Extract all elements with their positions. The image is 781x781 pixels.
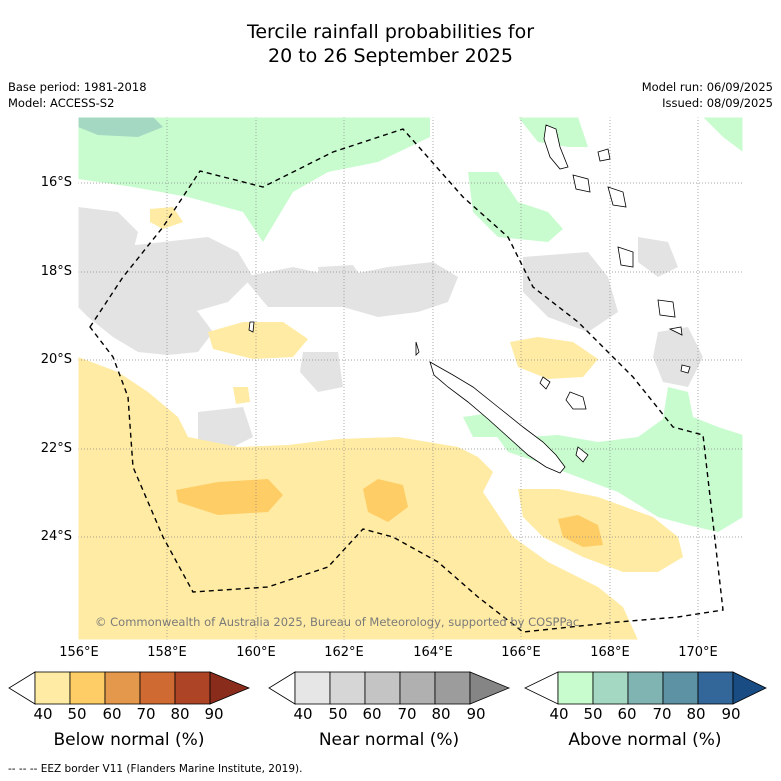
coastlines <box>248 124 691 474</box>
lon-label-164e: 164°E <box>413 645 453 660</box>
near-tick-60: 60 <box>362 705 382 723</box>
lon-label-168e: 168°E <box>590 645 630 660</box>
copyright-credit: © Commonwealth of Australia 2025, Bureau… <box>95 615 579 629</box>
below-normal-60-regions <box>176 479 603 547</box>
near-tick-70: 70 <box>397 705 417 723</box>
map-title-line1: Tercile rainfall probabilities for <box>246 21 535 43</box>
below-tick-50: 50 <box>67 705 87 723</box>
rainfall-probability-map: © Commonwealth of Australia 2025, Bureau… <box>78 117 743 640</box>
above-tick-70: 70 <box>652 705 672 723</box>
near-tick-90: 90 <box>466 705 486 723</box>
issued-date: Issued: 08/09/2025 <box>662 96 773 110</box>
above-normal-regions <box>78 117 743 640</box>
eez-footer-note: -- -- -- EEZ border V11 (Flanders Marine… <box>8 763 303 775</box>
below-tick-90: 90 <box>204 705 224 723</box>
lat-label-18s: 18°S <box>40 264 72 279</box>
below-normal-label: Below normal (%) <box>53 730 205 750</box>
eez-border <box>89 128 724 633</box>
model-name: Model: ACCESS-S2 <box>8 96 115 110</box>
above-normal-colorbar <box>524 671 767 705</box>
near-tick-80: 80 <box>431 705 451 723</box>
below-tick-60: 60 <box>102 705 122 723</box>
lat-label-20s: 20°S <box>40 352 72 367</box>
near-normal-colorbar <box>268 671 511 705</box>
above-normal-label: Above normal (%) <box>568 730 722 750</box>
graticule <box>78 117 743 640</box>
lat-label-22s: 22°S <box>40 441 72 456</box>
map-title-line2: 20 to 26 September 2025 <box>268 45 513 67</box>
lon-label-162e: 162°E <box>324 645 364 660</box>
lat-label-16s: 16°S <box>40 175 72 190</box>
lon-label-158e: 158°E <box>147 645 187 660</box>
below-normal-regions <box>78 207 683 640</box>
above-tick-40: 40 <box>549 705 569 723</box>
below-normal-colorbar <box>8 671 251 705</box>
lon-label-166e: 166°E <box>501 645 541 660</box>
below-tick-40: 40 <box>33 705 53 723</box>
near-normal-label: Near normal (%) <box>318 730 460 750</box>
above-tick-90: 90 <box>721 705 741 723</box>
near-tick-40: 40 <box>293 705 313 723</box>
new-caledonia-island <box>429 361 566 474</box>
below-tick-80: 80 <box>170 705 190 723</box>
above-normal-60-patch <box>78 117 163 137</box>
base-period: Base period: 1981-2018 <box>8 80 147 94</box>
near-tick-50: 50 <box>328 705 348 723</box>
above-tick-50: 50 <box>583 705 603 723</box>
model-run-date: Model run: 06/09/2025 <box>641 80 773 94</box>
lon-label-170e: 170°E <box>678 645 718 660</box>
vanuatu-island-1 <box>543 124 569 170</box>
above-tick-60: 60 <box>617 705 637 723</box>
below-tick-70: 70 <box>136 705 156 723</box>
above-tick-80: 80 <box>686 705 706 723</box>
lon-label-160e: 160°E <box>236 645 276 660</box>
lat-label-24s: 24°S <box>40 529 72 544</box>
lon-label-156e: 156°E <box>59 645 99 660</box>
